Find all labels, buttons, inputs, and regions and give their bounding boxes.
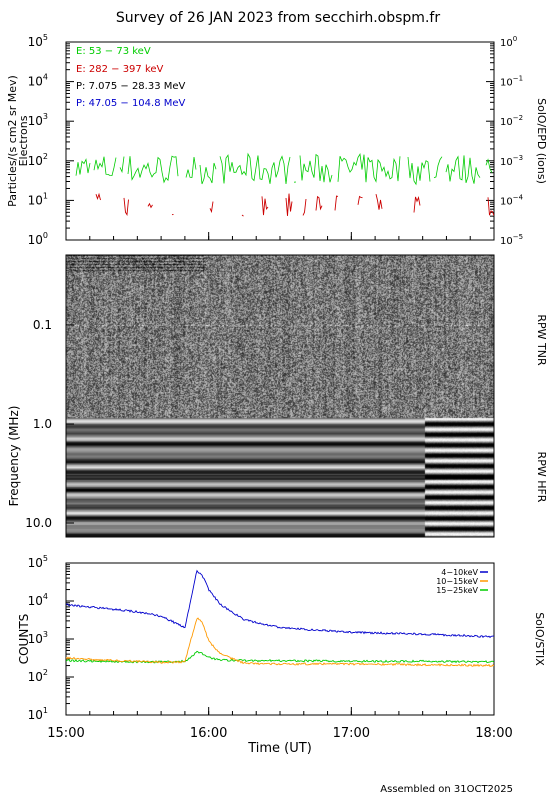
stix-series: [66, 569, 494, 668]
epd-right-tick-label: 10−4: [500, 193, 524, 207]
epd-left-axis: 100 101 102 103 104 105: [28, 33, 74, 247]
rpw-tick-label: 10.0: [25, 516, 52, 530]
epd-ylabel-left: Particles/(s cm2 sr Mev): [6, 75, 19, 207]
epd-right-tick-label: 10−1: [500, 75, 523, 89]
stix-tick-label: 103: [28, 630, 48, 646]
epd-right-tick-label: 10−3: [500, 154, 523, 168]
rpw-hfr-label: RPW HFR: [535, 452, 548, 503]
epd-electron-high-line: [375, 193, 383, 210]
rpw-tick-label: 1.0: [33, 417, 52, 431]
rpw-left-axis: [66, 324, 74, 524]
epd-legend-item: E: 53 − 73 keV: [76, 46, 151, 57]
stix-series-line: [66, 650, 494, 664]
stix-series-line: [66, 617, 494, 668]
epd-electron-low-line: [75, 152, 493, 186]
epd-series: [75, 152, 494, 217]
time-axis: 15:00 16:00 17:00 18:00: [47, 232, 513, 741]
epd-tick-label: 103: [28, 112, 48, 128]
epd-electron-high-line: [285, 193, 293, 216]
stix-ylabel-right: SolO/STIX: [533, 612, 546, 666]
rpw-tnr-label: RPW TNR: [535, 314, 548, 366]
x-axis-label: Time (UT): [247, 741, 312, 756]
epd-right-tick-label: 100: [500, 35, 517, 49]
epd-electron-high-line: [261, 196, 269, 216]
stix-panel: 101 102 103 104 105 15:00 16:00 17:00 18:00 COU…: [17, 232, 546, 756]
stix-left-axis: 101 102 103 104 105: [28, 554, 74, 722]
epd-ylabel-left-sub: Electrons: [17, 115, 30, 166]
epd-legend: E: 53 − 73 keV E: 282 − 397 keV P: 7.075…: [76, 46, 186, 109]
stix-tick-label: 102: [28, 668, 48, 684]
epd-right-tick-label: 10−5: [500, 233, 523, 247]
epd-tick-label: 104: [28, 73, 48, 89]
epd-legend-item: E: 282 − 397 keV: [76, 64, 164, 75]
epd-electron-high-line: [241, 214, 244, 217]
time-tick-label: 17:00: [333, 726, 370, 741]
epd-electron-high-line: [302, 198, 307, 216]
stix-legend-label: 4−10keV: [441, 568, 478, 577]
stix-tick-label: 105: [28, 554, 48, 570]
epd-tick-label: 102: [28, 152, 48, 168]
stix-tick-label: 104: [28, 592, 48, 608]
epd-right-tick-label: 10−2: [500, 114, 523, 128]
rpw-tick-label: 0.1: [33, 318, 52, 332]
epd-electron-high-line: [487, 197, 494, 216]
footer-note: Assembled on 31OCT2025: [380, 784, 513, 795]
chart-title: Survey of 26 JAN 2023 from secchirh.obsp…: [116, 10, 440, 26]
stix-tick-label: 101: [28, 706, 48, 722]
time-tick-label: 18:00: [475, 726, 512, 741]
stix-legend-label: 10−15keV: [436, 577, 478, 586]
epd-electron-high-line: [95, 192, 101, 201]
rpw-ylabel: Frequency (MHz): [7, 406, 21, 507]
time-tick-label: 15:00: [47, 726, 84, 741]
epd-electron-high-line: [413, 196, 421, 213]
epd-electron-high-line: [209, 201, 214, 214]
epd-legend-item: P: 47.05 − 104.8 MeV: [76, 98, 186, 109]
stix-legend-label: 15−25keV: [436, 586, 478, 595]
time-tick-label: 16:00: [190, 726, 227, 741]
epd-electron-high-line: [123, 197, 129, 217]
rpw-panel: 0.1 1.0 10.0 Frequency (MHz) RPW TNR RPW…: [7, 254, 548, 538]
epd-electron-high-line: [147, 202, 153, 209]
epd-right-axis: 10−5 10−4 10−3 10−2 10−1 100: [486, 35, 524, 247]
epd-electron-high-line: [315, 195, 323, 211]
stix-ylabel-left: COUNTS: [17, 614, 31, 665]
stix-frame: [65, 562, 495, 716]
stix-series-line: [66, 569, 494, 639]
rpw-spectrogram: [66, 255, 494, 537]
epd-tick-label: 105: [28, 33, 48, 49]
rpw-frame: [65, 254, 495, 538]
epd-electron-high-line: [334, 195, 339, 211]
epd-electron-high-line: [357, 195, 363, 205]
epd-legend-item: P: 7.075 − 28.33 MeV: [76, 81, 186, 92]
epd-tick-label: 101: [28, 191, 48, 207]
epd-tick-label: 100: [28, 231, 48, 247]
epd-ylabel-right: SolO/EPD (ions): [535, 98, 548, 184]
